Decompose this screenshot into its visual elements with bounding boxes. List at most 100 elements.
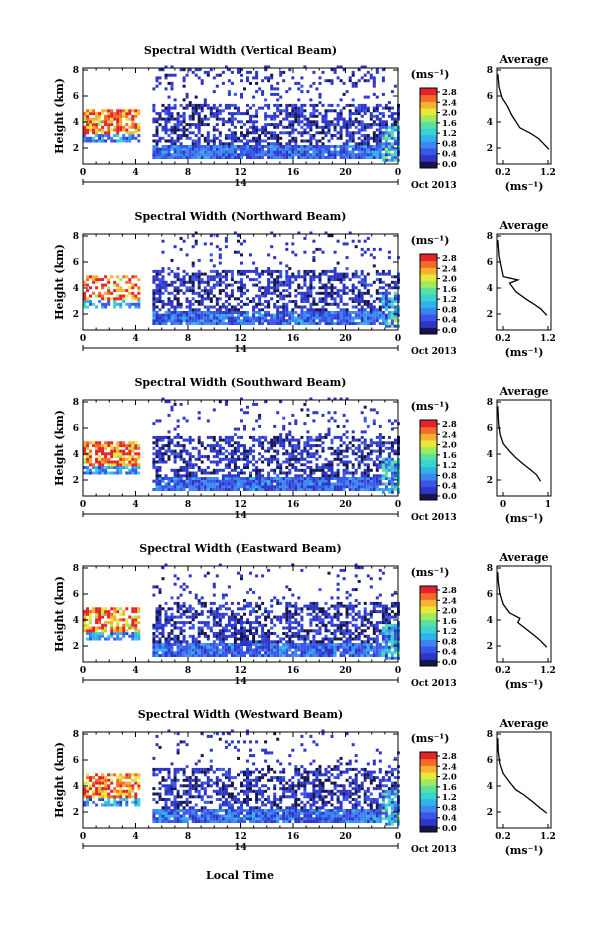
heatmap-cell <box>390 125 394 129</box>
heatmap-cell <box>318 308 322 312</box>
heatmap-cell <box>288 283 292 287</box>
heatmap-cell <box>185 463 189 467</box>
heatmap-cell <box>212 147 216 151</box>
heatmap-cell <box>83 305 86 309</box>
heatmap-cell <box>315 147 319 151</box>
heatmap-cell <box>185 477 189 480</box>
heatmap-cell <box>243 136 246 140</box>
heatmap-cell <box>188 316 192 320</box>
heatmap-cell <box>288 120 292 124</box>
heatmap-cell <box>95 466 99 469</box>
heatmap-cell <box>246 131 249 135</box>
heatmap-cell <box>134 607 138 611</box>
heatmap-cell <box>258 444 262 448</box>
heatmap-cell <box>122 134 126 137</box>
heatmap-cell <box>345 123 349 127</box>
heatmap-cell <box>390 311 394 314</box>
heatmap-cell <box>315 275 319 279</box>
heatmap-cell <box>360 485 364 489</box>
heatmap-cell <box>387 490 391 494</box>
heatmap-cell <box>258 145 262 148</box>
heatmap-cell <box>276 477 280 480</box>
heatmap-cell <box>122 632 126 635</box>
heatmap-cell <box>327 280 331 284</box>
heatmap-cell <box>318 145 322 148</box>
heatmap-cell <box>264 300 268 303</box>
heatmap-cell <box>375 449 379 453</box>
heatmap-cell <box>342 153 346 157</box>
heatmap-cell <box>357 308 361 312</box>
heatmap-cell <box>306 319 310 323</box>
heatmap-cell <box>390 142 394 146</box>
heatmap-cell <box>327 147 331 151</box>
heatmap-cell <box>113 466 117 469</box>
heatmap-cell <box>291 477 295 480</box>
heatmap-cell <box>92 278 96 282</box>
heatmap-cell <box>152 623 156 627</box>
heatmap-cell <box>330 156 334 159</box>
heatmap-cell <box>224 300 228 303</box>
heatmap-cell <box>101 283 105 287</box>
heatmap-cell <box>246 109 249 113</box>
heatmap-cell <box>315 452 319 456</box>
heatmap-cell <box>191 463 195 467</box>
heatmap-cell <box>291 463 295 467</box>
heatmap-cell <box>164 128 168 132</box>
heatmap-cell <box>92 466 96 469</box>
heatmap-cell <box>227 466 231 469</box>
heatmap-cell <box>354 316 358 320</box>
heatmap-cell <box>86 112 89 116</box>
heatmap-cell <box>128 460 132 464</box>
heatmap-cell <box>131 463 135 467</box>
panel-2: Spectral Width (Northward Beam)Height (k… <box>53 210 556 359</box>
heatmap-cell <box>119 139 123 143</box>
heatmap-cell <box>276 319 280 323</box>
heatmap-cell <box>321 291 325 295</box>
heatmap-cell <box>203 305 207 309</box>
heatmap-cell <box>98 621 102 625</box>
heatmap-cell <box>167 400 171 404</box>
x-tick-label: 0 <box>395 168 401 178</box>
heatmap-cell <box>270 156 274 159</box>
heatmap-cell <box>249 145 252 148</box>
heatmap-cell <box>312 134 316 137</box>
heatmap-cell <box>258 134 262 137</box>
heatmap-cell <box>291 103 295 107</box>
heatmap-cell <box>191 615 195 619</box>
heatmap-cell <box>95 626 99 630</box>
heatmap-cell <box>185 482 189 486</box>
heatmap-cell <box>276 139 280 143</box>
heatmap-cell <box>182 106 186 110</box>
heatmap-cell <box>345 308 349 312</box>
heatmap-cell <box>104 468 108 472</box>
heatmap-cell <box>276 411 280 415</box>
heatmap-cell <box>318 278 322 282</box>
heatmap-cell <box>212 582 216 586</box>
heatmap-cell <box>173 316 177 320</box>
heatmap-cell <box>387 313 391 317</box>
heatmap-cell <box>191 234 195 238</box>
heatmap-cell <box>83 128 86 132</box>
heatmap-cell <box>95 286 99 290</box>
heatmap-cell <box>86 446 89 450</box>
heatmap-cell <box>89 300 92 303</box>
heatmap-cell <box>279 297 283 301</box>
heatmap-cell <box>255 311 259 314</box>
heatmap-cell <box>212 316 216 320</box>
heatmap-cell <box>95 123 99 127</box>
heatmap-cell <box>158 81 162 85</box>
heatmap-cell <box>237 145 240 148</box>
heatmap-cell <box>119 441 123 445</box>
heatmap-cell <box>206 466 210 469</box>
heatmap-cell <box>188 643 192 646</box>
heatmap-cell <box>279 294 283 298</box>
heatmap-cell <box>339 128 343 132</box>
heatmap-cell <box>203 156 207 159</box>
heatmap-cell <box>333 117 337 121</box>
heatmap-cell <box>378 433 382 437</box>
heatmap-cell <box>261 291 265 295</box>
heatmap-cell <box>351 136 355 140</box>
heatmap-cell <box>197 466 201 469</box>
heatmap-cell <box>363 150 367 154</box>
heatmap-cell <box>351 305 355 309</box>
